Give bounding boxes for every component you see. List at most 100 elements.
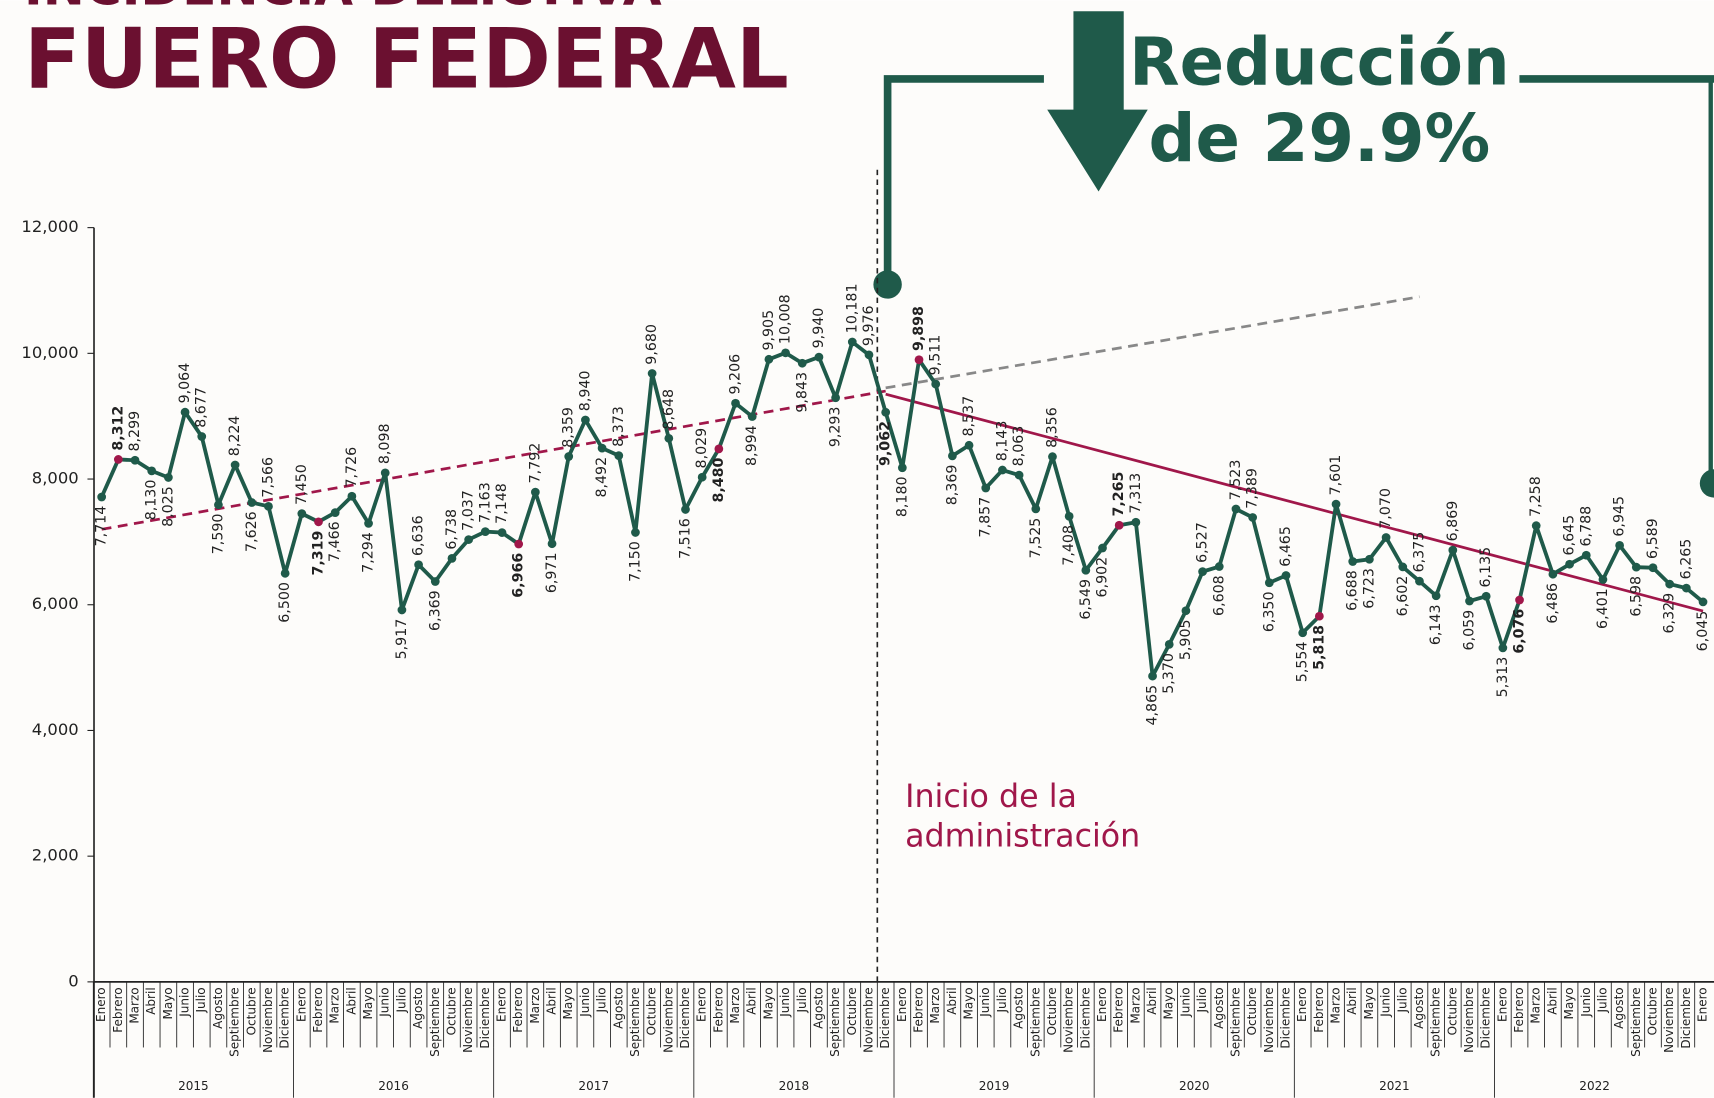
value-label: 7,389: [1245, 468, 1261, 509]
x-tick-label: Diciembre: [678, 987, 692, 1048]
x-tick-label: Abril: [1345, 987, 1359, 1014]
bracket-end: [1699, 469, 1714, 498]
x-tick-label: Noviembre: [1462, 987, 1476, 1053]
x-tick-label: Mayo: [962, 987, 976, 1019]
data-point: [1348, 557, 1358, 566]
year-label: 2018: [779, 1079, 810, 1093]
x-tick-label: Marzo: [928, 987, 942, 1023]
value-label: 6,527: [1195, 522, 1211, 563]
x-tick-label: Octubre: [645, 987, 659, 1035]
data-point: [414, 560, 423, 570]
data-point: [1248, 513, 1258, 522]
value-label: 10,181: [844, 284, 860, 334]
year-label: 2021: [1379, 1079, 1410, 1093]
value-label: 7,523: [1228, 460, 1244, 501]
data-point: [1131, 517, 1141, 527]
year-label: 2017: [578, 1079, 609, 1093]
x-tick-label: Enero: [294, 987, 308, 1022]
data-point: [97, 492, 107, 502]
data-point: [647, 369, 657, 378]
x-tick-label: Diciembre: [1479, 987, 1493, 1048]
x-tick-label: Julio: [1395, 987, 1409, 1013]
data-point: [1465, 596, 1474, 606]
value-label: 6,645: [1562, 515, 1578, 556]
value-label: 6,375: [1411, 532, 1427, 573]
value-label: 7,601: [1328, 455, 1344, 496]
x-tick-label: Abril: [344, 987, 358, 1014]
x-tick-label: Julio: [995, 987, 1009, 1013]
x-tick-label: Enero: [1495, 987, 1509, 1022]
x-tick-label: Diciembre: [1679, 987, 1693, 1048]
data-point: [480, 527, 490, 537]
x-tick-label: Marzo: [1329, 987, 1343, 1023]
x-tick-label: Junio: [178, 987, 192, 1017]
x-tick-label: Mayo: [561, 987, 575, 1019]
data-point: [1648, 563, 1658, 573]
data-point: [814, 352, 824, 362]
x-tick-label: Noviembre: [861, 987, 875, 1053]
x-tick-label: Julio: [1595, 987, 1609, 1013]
x-tick-label: Enero: [495, 987, 509, 1022]
value-label: 6,945: [1612, 496, 1628, 537]
data-point: [1515, 595, 1524, 605]
value-label: 7,857: [978, 497, 994, 538]
data-point: [1298, 628, 1308, 638]
value-label: 9,940: [811, 308, 827, 349]
data-point: [264, 501, 273, 511]
data-point: [164, 473, 173, 482]
data-point: [347, 491, 357, 501]
value-label: 6,971: [544, 552, 560, 593]
x-tick-label: Octubre: [1245, 987, 1259, 1035]
y-tick-label: 10,000: [21, 343, 78, 362]
value-label: 8,098: [377, 423, 393, 464]
value-label: 8,373: [611, 406, 627, 447]
y-tick-label: 0: [68, 971, 78, 990]
data-point: [1531, 521, 1541, 531]
x-tick-label: Febrero: [1512, 987, 1526, 1032]
x-tick-label: Enero: [895, 987, 909, 1022]
x-tick-label: Septiembre: [1228, 987, 1242, 1057]
x-tick-label: Septiembre: [228, 987, 242, 1057]
value-label: 8,299: [127, 411, 143, 452]
x-tick-label: Noviembre: [1062, 987, 1076, 1053]
y-tick-label: 8,000: [32, 469, 79, 488]
value-label: 8,359: [561, 407, 577, 448]
value-label: 7,319: [311, 531, 327, 576]
admin-label: Inicio de la: [905, 779, 1077, 815]
x-tick-label: Septiembre: [1028, 987, 1042, 1057]
value-label: 9,206: [728, 354, 744, 395]
x-tick-label: Enero: [94, 987, 108, 1022]
data-point: [564, 452, 574, 461]
data-point: [447, 553, 457, 563]
x-tick-label: Mayo: [361, 987, 375, 1019]
x-tick-label: Septiembre: [428, 987, 442, 1057]
value-label: 7,516: [677, 518, 693, 559]
data-point: [1231, 504, 1241, 514]
value-label: 6,902: [1095, 557, 1111, 598]
data-point: [731, 398, 740, 408]
data-point: [1581, 550, 1591, 560]
down-arrow: [1047, 11, 1148, 192]
x-tick-label: Diciembre: [878, 987, 892, 1048]
value-label: 9,293: [828, 407, 844, 448]
data-point: [1598, 575, 1608, 584]
value-label: 9,680: [644, 324, 660, 365]
value-label: 5,818: [1311, 625, 1327, 670]
value-label: 7,037: [461, 490, 477, 531]
y-tick-label: 12,000: [21, 217, 78, 236]
value-label: 7,258: [1528, 476, 1544, 517]
value-label: 8,537: [961, 396, 977, 437]
x-tick-label: Julio: [595, 987, 609, 1013]
data-point: [864, 350, 874, 360]
x-tick-label: Septiembre: [628, 987, 642, 1057]
value-label: 6,143: [1428, 605, 1444, 646]
data-point: [247, 498, 257, 507]
data-point: [581, 415, 590, 425]
value-label: 8,677: [194, 387, 210, 428]
value-label: 6,966: [511, 553, 527, 598]
data-point: [1031, 504, 1041, 514]
data-point: [180, 407, 190, 417]
data-point: [897, 463, 907, 473]
data-point: [197, 432, 207, 441]
